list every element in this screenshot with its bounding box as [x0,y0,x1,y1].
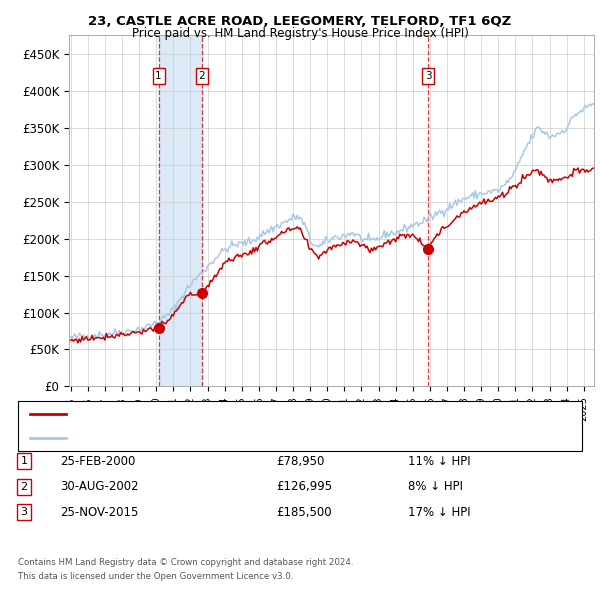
Text: £185,500: £185,500 [276,506,332,519]
Text: 2: 2 [20,482,28,491]
Text: Price paid vs. HM Land Registry's House Price Index (HPI): Price paid vs. HM Land Registry's House … [131,27,469,40]
Text: 1: 1 [20,457,28,466]
Text: 1: 1 [155,71,162,81]
Text: 3: 3 [20,507,28,517]
Text: 23, CASTLE ACRE ROAD, LEEGOMERY, TELFORD, TF1 6QZ (detached house): 23, CASTLE ACRE ROAD, LEEGOMERY, TELFORD… [72,409,466,419]
Text: 25-NOV-2015: 25-NOV-2015 [60,506,139,519]
Text: 17% ↓ HPI: 17% ↓ HPI [408,506,470,519]
Bar [158,35,202,386]
Text: Contains HM Land Registry data © Crown copyright and database right 2024.: Contains HM Land Registry data © Crown c… [18,558,353,566]
Text: 23, CASTLE ACRE ROAD, LEEGOMERY, TELFORD, TF1 6QZ: 23, CASTLE ACRE ROAD, LEEGOMERY, TELFORD… [88,15,512,28]
Text: HPI: Average price, detached house, Telford and Wrekin: HPI: Average price, detached house, Telf… [72,433,362,442]
Text: £126,995: £126,995 [276,480,332,493]
Text: 25-FEB-2000: 25-FEB-2000 [60,455,136,468]
Text: 30-AUG-2002: 30-AUG-2002 [60,480,139,493]
Text: This data is licensed under the Open Government Licence v3.0.: This data is licensed under the Open Gov… [18,572,293,581]
Text: 8% ↓ HPI: 8% ↓ HPI [408,480,463,493]
Text: £78,950: £78,950 [276,455,325,468]
Text: 11% ↓ HPI: 11% ↓ HPI [408,455,470,468]
Text: 2: 2 [199,71,205,81]
Text: 3: 3 [425,71,431,81]
